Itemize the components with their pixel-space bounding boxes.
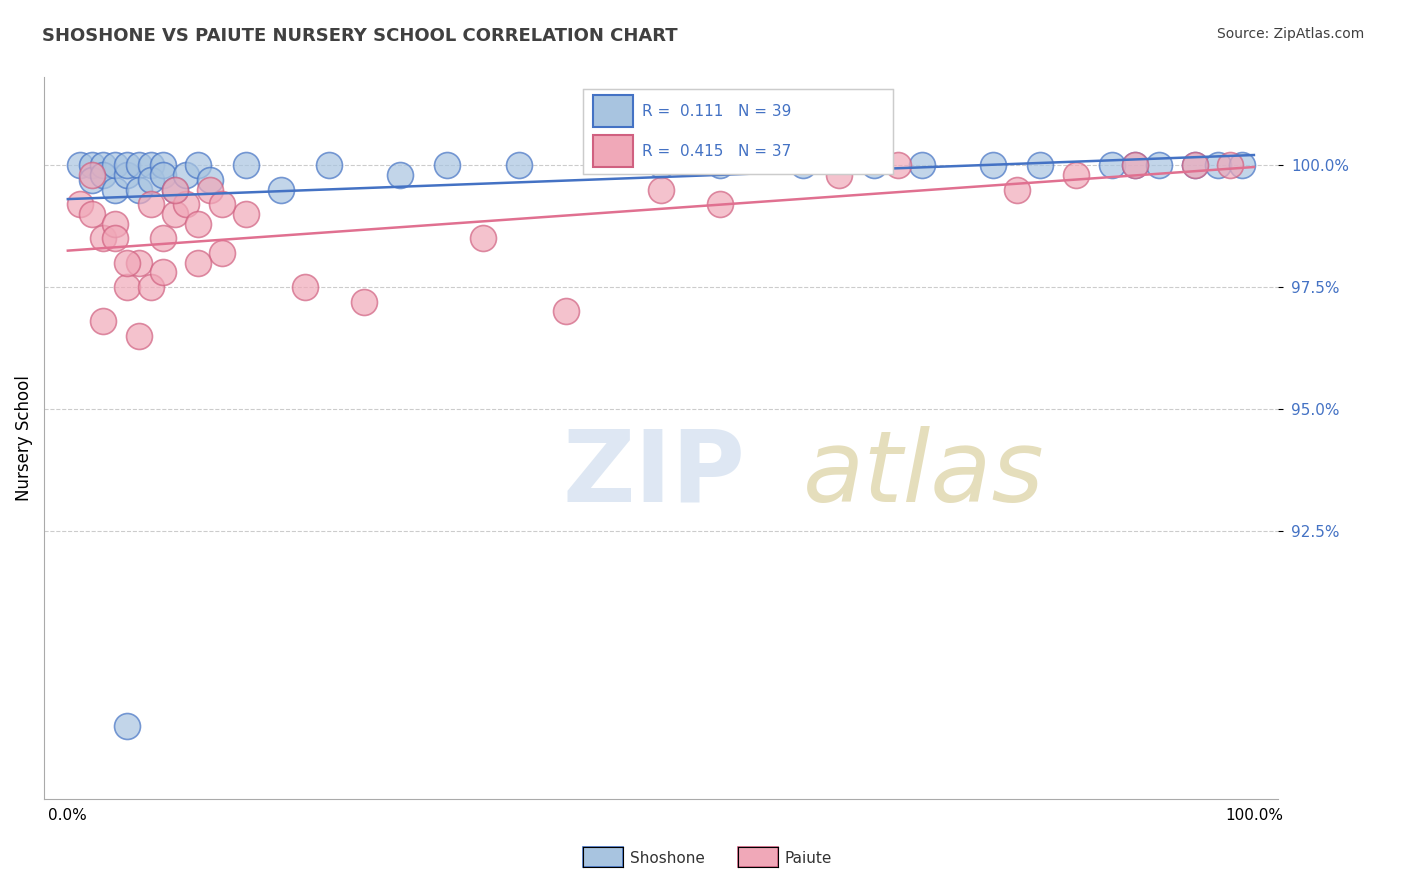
Point [294,280,316,294]
Point [176,197,198,211]
Point [650,158,672,172]
Point [1123,158,1146,172]
Point [471,231,494,245]
Point [115,280,138,294]
Point [235,207,257,221]
Text: Shoshone: Shoshone [630,851,704,865]
Point [388,168,411,182]
Point [69,158,91,172]
Point [128,158,150,172]
Point [115,168,138,182]
Point [508,158,530,172]
Point [1064,168,1087,182]
Point [198,173,221,187]
Point [93,158,115,172]
FancyBboxPatch shape [593,95,633,128]
Point [163,207,186,221]
Point [80,173,103,187]
Point [211,246,233,260]
Text: atlas: atlas [803,425,1045,523]
Point [115,255,138,269]
Point [1005,182,1028,196]
Point [792,158,814,172]
Point [104,158,127,172]
Point [887,158,910,172]
Point [139,173,162,187]
Point [128,182,150,196]
Point [152,265,174,279]
Point [709,197,731,211]
Point [911,158,934,172]
Point [80,207,103,221]
Point [139,197,162,211]
Point [211,197,233,211]
Text: R =  0.415   N = 37: R = 0.415 N = 37 [643,144,792,159]
Point [163,182,186,196]
Text: Paiute: Paiute [785,851,832,865]
Point [198,182,221,196]
Point [555,304,578,318]
Y-axis label: Nursery School: Nursery School [15,376,32,501]
Point [93,231,115,245]
Point [176,168,198,182]
Point [139,158,162,172]
Point [115,158,138,172]
Point [152,231,174,245]
Point [187,217,209,231]
Point [152,168,174,182]
Point [187,255,209,269]
Point [128,328,150,343]
Point [1101,158,1123,172]
Point [139,280,162,294]
Text: R =  0.111   N = 39: R = 0.111 N = 39 [643,103,792,119]
Point [1123,158,1146,172]
Point [1208,158,1230,172]
Point [128,255,150,269]
Point [1029,158,1052,172]
Point [318,158,340,172]
Point [104,182,127,196]
Point [115,719,138,733]
Point [93,314,115,328]
FancyBboxPatch shape [593,135,633,167]
Point [93,168,115,182]
Point [69,197,91,211]
Point [104,217,127,231]
Point [1219,158,1241,172]
Point [270,182,292,196]
Point [163,182,186,196]
Point [981,158,1004,172]
Point [353,294,375,309]
Point [1184,158,1206,172]
Point [709,158,731,172]
Text: Source: ZipAtlas.com: Source: ZipAtlas.com [1216,27,1364,41]
Point [235,158,257,172]
Point [863,158,886,172]
Point [1184,158,1206,172]
Text: SHOSHONE VS PAIUTE NURSERY SCHOOL CORRELATION CHART: SHOSHONE VS PAIUTE NURSERY SCHOOL CORREL… [42,27,678,45]
Point [828,168,851,182]
Point [104,231,127,245]
Point [1230,158,1253,172]
Text: ZIP: ZIP [562,425,745,523]
Point [80,168,103,182]
Point [1147,158,1170,172]
Point [80,158,103,172]
Point [152,158,174,172]
Point [650,182,672,196]
Point [187,158,209,172]
Point [436,158,458,172]
